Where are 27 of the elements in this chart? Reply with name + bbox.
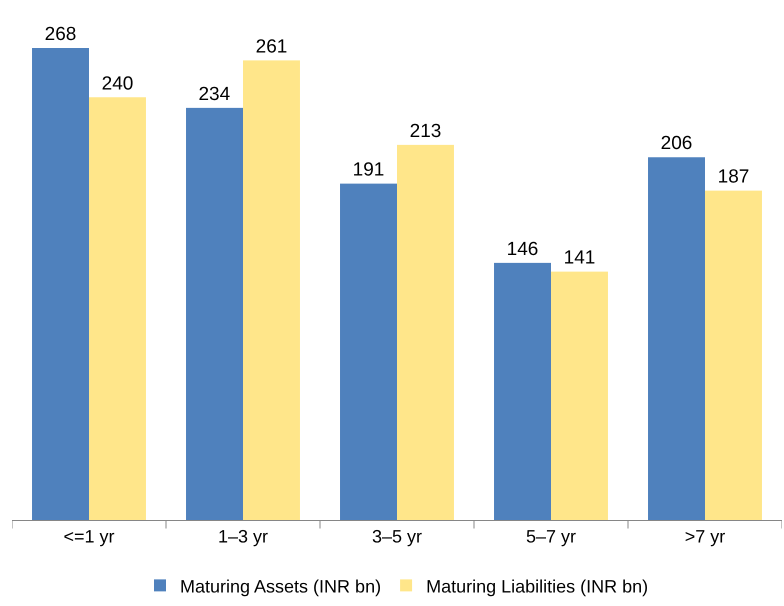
bar: [32, 48, 89, 520]
bar: [243, 60, 300, 520]
data-label: 240: [102, 73, 134, 94]
x-tick-label: <=1 yr: [63, 526, 115, 547]
bar: [397, 144, 454, 520]
x-tick-label: >7 yr: [684, 526, 726, 547]
legend-label: Maturing Liabilities (INR bn): [426, 576, 648, 596]
bar: [186, 108, 243, 520]
bar: [648, 157, 705, 520]
bar: [340, 184, 397, 520]
bar: [89, 97, 146, 520]
bar: [494, 262, 551, 520]
bar: [551, 272, 608, 520]
x-tick-label: 1–3 yr: [218, 526, 268, 547]
legend-label: Maturing Assets (INR bn): [180, 576, 382, 596]
data-label: 213: [410, 120, 442, 142]
x-tick-label: 5–7 yr: [526, 526, 576, 547]
data-label: 187: [718, 166, 750, 188]
bar: [705, 190, 762, 520]
data-label: 261: [256, 36, 288, 58]
data-label: 191: [352, 160, 384, 181]
data-label: 234: [198, 84, 231, 105]
data-label: 146: [506, 238, 538, 260]
x-tick-label: 3–5 yr: [372, 526, 422, 547]
data-label: 141: [564, 248, 596, 269]
data-label: 206: [660, 133, 692, 154]
data-label: 268: [44, 24, 76, 45]
